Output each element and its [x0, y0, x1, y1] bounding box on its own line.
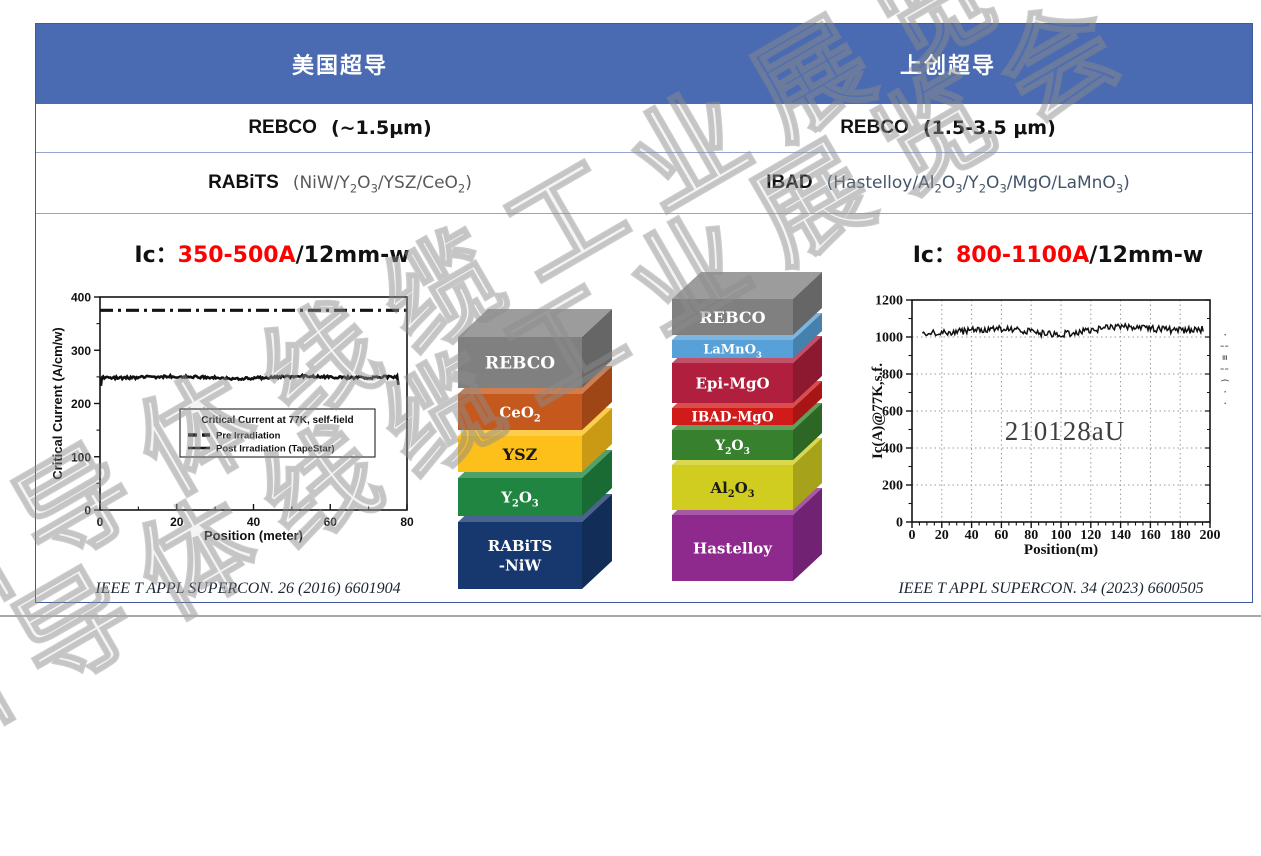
- svg-text:-NiW: -NiW: [499, 557, 543, 575]
- svg-text:1000: 1000: [875, 331, 903, 346]
- film-name-right: REBCO: [840, 117, 909, 138]
- svg-text:Epi-MgO: Epi-MgO: [695, 374, 769, 392]
- svg-text:RABiTS: RABiTS: [488, 537, 553, 555]
- substrate-name-right: IBAD: [766, 172, 813, 193]
- svg-text:400: 400: [882, 442, 903, 457]
- film-note-right: (1.5-3.5 μm): [922, 117, 1056, 139]
- substrate-note-left: (NiW/Y2O3/YSZ/CeO2): [292, 173, 472, 196]
- svg-text:Post Irradiation (TapeStar): Post Irradiation (TapeStar): [216, 444, 335, 455]
- svg-text:60: 60: [324, 515, 338, 529]
- ic-prefix: Ic：: [134, 243, 178, 268]
- substrate-name-left: RABiTS: [208, 172, 279, 193]
- svg-text:Hastelloy: Hastelloy: [693, 539, 773, 557]
- substrate-cell-left: RABiTS (NiW/Y2O3/YSZ/CeO2): [36, 153, 644, 213]
- layer-stack-left: RABiTS -NiW Y2O3 YSZ CeO2 REBCO: [458, 309, 612, 589]
- svg-text:100: 100: [71, 450, 91, 464]
- film-cell-left: REBCO (~1.5μm): [36, 104, 644, 152]
- svg-text:Ic(A)@77K,s.f.: Ic(A)@77K,s.f.: [870, 363, 886, 459]
- svg-text:40: 40: [247, 515, 261, 529]
- header-company-right: 上创超导: [899, 53, 996, 78]
- ic-rating-right: Ic：800-1100A/12mm-w: [913, 237, 1204, 269]
- svg-text:180: 180: [1170, 528, 1191, 543]
- svg-text:Critical Current at 77K, self-: Critical Current at 77K, self-field: [201, 415, 353, 426]
- svg-text:100: 100: [1051, 528, 1072, 543]
- svg-text:40: 40: [965, 528, 979, 543]
- svg-text:400: 400: [71, 291, 91, 305]
- ic-prefix: Ic：: [912, 243, 956, 268]
- comparison-table: 美国超导 上创超导 REBCO (~1.5μm) REBCO (1.5-3.5 …: [35, 23, 1253, 603]
- ic-position-chart-right: 0 200 400 600 800 1000 1200 0 20 40 60 80 100 120 140 1…: [870, 294, 1221, 559]
- svg-text:0: 0: [97, 515, 104, 529]
- svg-text:Position (meter): Position (meter): [204, 528, 303, 543]
- svg-text:200: 200: [1200, 528, 1221, 543]
- film-name-left: REBCO: [248, 117, 317, 138]
- header-company-left: 美国超导: [291, 53, 388, 78]
- svg-text:80: 80: [1024, 528, 1038, 543]
- table-header-row: 美国超导 上创超导: [36, 24, 1252, 104]
- svg-text:0: 0: [84, 504, 91, 518]
- svg-text:Pre Irradiation: Pre Irradiation: [216, 431, 281, 442]
- svg-text:210128aU: 210128aU: [1005, 416, 1125, 446]
- svg-text:Al2O3: Al2O3: [709, 479, 754, 500]
- svg-text:CeO2: CeO2: [499, 403, 540, 424]
- svg-text:0: 0: [909, 528, 916, 543]
- svg-text:600: 600: [882, 405, 903, 420]
- svg-text:Y2O3: Y2O3: [500, 488, 539, 509]
- svg-text:Y2O3: Y2O3: [714, 438, 750, 457]
- svg-text:20: 20: [935, 528, 949, 543]
- film-row: REBCO (~1.5μm) REBCO (1.5-3.5 μm): [36, 104, 1252, 153]
- bottom-rule: [0, 615, 1261, 617]
- svg-text:YSZ: YSZ: [502, 445, 538, 464]
- svg-text:0: 0: [896, 516, 903, 531]
- svg-text:120: 120: [1080, 528, 1101, 543]
- critical-current-chart-left: 0 100 200 300 400 0 20 40 60 80 Position (meter) Cr…: [50, 291, 414, 544]
- svg-text:Position(m): Position(m): [1024, 542, 1098, 558]
- svg-text:80: 80: [400, 515, 414, 529]
- film-note-left: (~1.5μm): [330, 117, 432, 139]
- svg-text:200: 200: [882, 479, 903, 494]
- svg-text:800: 800: [882, 368, 903, 383]
- ic-rating-left: Ic：350-500A/12mm-w: [134, 237, 409, 269]
- substrate-note-right: (Hastelloy/Al2O3/Y2O3/MgO/LaMnO3): [826, 173, 1130, 196]
- svg-text:IBAD-MgO: IBAD-MgO: [692, 409, 774, 425]
- svg-text:200: 200: [71, 397, 91, 411]
- film-cell-right: REBCO (1.5-3.5 μm): [644, 104, 1252, 152]
- ic-value: 350-500A: [177, 243, 296, 268]
- svg-text:REBCO: REBCO: [485, 354, 555, 374]
- svg-text:20: 20: [170, 515, 184, 529]
- svg-text:160: 160: [1140, 528, 1161, 543]
- ic-suffix: /12mm-w: [295, 243, 410, 268]
- svg-text:Critical Current (A/cm/w): Critical Current (A/cm/w): [50, 327, 65, 479]
- svg-text:LaMnO3: LaMnO3: [703, 343, 762, 360]
- cropped-axis-fragment: ·¦≡¦(··: [1219, 332, 1229, 412]
- svg-text:60: 60: [994, 528, 1008, 543]
- citation-left: IEEE T APPL SUPERCON. 26 (2016) 6601904: [95, 580, 401, 597]
- substrate-row: RABiTS (NiW/Y2O3/YSZ/CeO2) IBAD (Hastell…: [36, 153, 1252, 214]
- svg-text:140: 140: [1110, 528, 1131, 543]
- substrate-cell-right: IBAD (Hastelloy/Al2O3/Y2O3/MgO/LaMnO3): [644, 153, 1252, 213]
- ic-suffix: /12mm-w: [1089, 243, 1204, 268]
- svg-text:1200: 1200: [875, 294, 903, 309]
- svg-text:REBCO: REBCO: [700, 308, 766, 327]
- ic-value: 800-1100A: [955, 243, 1090, 268]
- layer-stack-right: Hastelloy Al2O3 Y2O3 IBAD-MgO Epi-MgO LaMnO3 R…: [672, 272, 822, 581]
- citation-right: IEEE T APPL SUPERCON. 34 (2023) 6600505: [898, 580, 1204, 597]
- svg-text:300: 300: [71, 344, 91, 358]
